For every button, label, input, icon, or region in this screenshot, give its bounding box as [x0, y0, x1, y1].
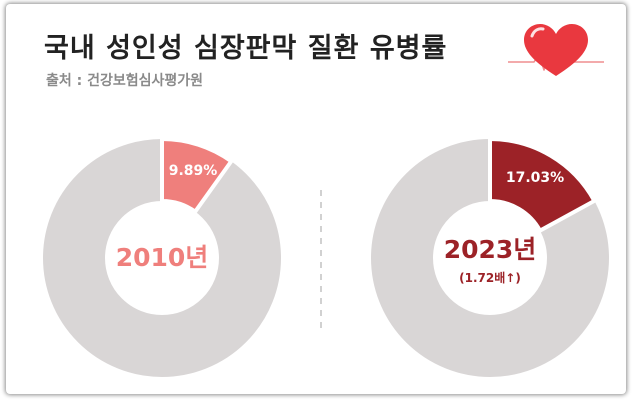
heart-highlight [530, 27, 545, 38]
donut-2023: 17.03% 2023년 (1.72배↑) [371, 136, 609, 377]
donut-chart-area: 9.89% 2010년 17.03% 2023년 (1.72배↑) [43, 136, 609, 377]
donut-2023-ratio: (1.72배↑) [459, 270, 521, 285]
heart-shape [524, 24, 588, 76]
donut-2010-slice [160, 136, 235, 215]
donut-2010-year: 2010년 [116, 243, 209, 272]
donut-2023-slice [488, 136, 598, 234]
donut-2023-label: 17.03% [506, 170, 564, 186]
donut-2010-label: 9.89% [169, 163, 218, 179]
donut-2010: 9.89% 2010년 [43, 136, 281, 377]
donut-2023-year: 2023년 [444, 235, 537, 264]
infographic-card: 국내 성인성 심장판막 질환 유병률 출처 : 건강보험심사평가원 9.89% … [6, 4, 626, 394]
source-note: 출처 : 건강보험심사평가원 [46, 73, 204, 89]
heartbeat-heart-icon [508, 24, 604, 76]
page-title: 국내 성인성 심장판막 질환 유병률 [44, 33, 448, 64]
